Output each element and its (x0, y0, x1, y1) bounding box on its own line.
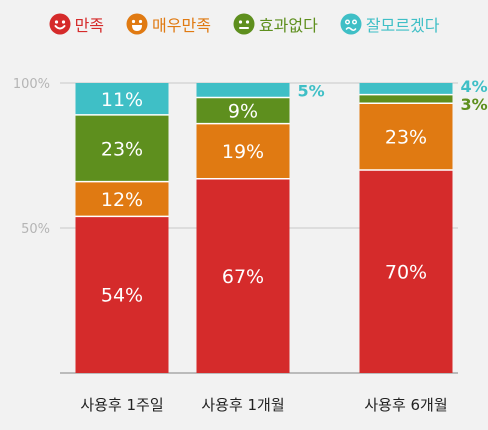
legend-label: 잘모르겠다 (365, 16, 440, 35)
x-category-label: 사용후 6개월 (364, 396, 447, 414)
data-label: 67% (222, 266, 264, 288)
bar-segment (196, 97, 290, 124)
neutral-face-icon (233, 13, 255, 35)
legend-item: 잘모르겠다 (340, 12, 440, 36)
bar-segment (196, 123, 290, 179)
bar-segment (75, 114, 169, 182)
bar-segment (359, 103, 453, 170)
smile-face-icon (49, 13, 71, 35)
data-label: 9% (228, 101, 258, 123)
data-label: 12% (101, 189, 143, 211)
bar-segment (75, 216, 169, 373)
big-smile-face-icon (126, 13, 148, 35)
bar-segment (196, 83, 290, 98)
data-label: 23% (101, 138, 143, 160)
data-label: 54% (101, 285, 143, 307)
legend-item: 매우만족 (126, 12, 211, 36)
data-label-outside: 3% (461, 95, 488, 114)
data-label: 23% (385, 127, 427, 149)
data-label: 19% (222, 141, 264, 163)
legend-label: 매우만족 (152, 16, 211, 35)
y-tick-label: 50% (21, 222, 50, 237)
bar-segment (75, 181, 169, 217)
bar-segment (359, 94, 453, 104)
y-tick-label: 100% (13, 77, 50, 92)
bar-segment (75, 83, 169, 115)
data-label-outside: 4% (461, 77, 488, 96)
legend-item: 효과없다 (233, 12, 318, 36)
legend-item: 만족 (49, 12, 104, 36)
data-label: 70% (385, 262, 427, 284)
legend-label: 만족 (74, 16, 105, 35)
confused-face-icon (340, 13, 362, 35)
data-label: 11% (101, 89, 143, 111)
data-label-outside: 5% (298, 81, 325, 100)
bar-segment (359, 83, 453, 95)
x-category-label: 사용후 1주일 (80, 396, 163, 414)
x-category-label: 사용후 1개월 (201, 396, 284, 414)
bar-segment (359, 170, 453, 373)
bar-segment (196, 178, 290, 373)
legend: 만족 매우만족 효과없다 잘모르겠다 (0, 8, 488, 40)
legend-label: 효과없다 (258, 16, 318, 35)
